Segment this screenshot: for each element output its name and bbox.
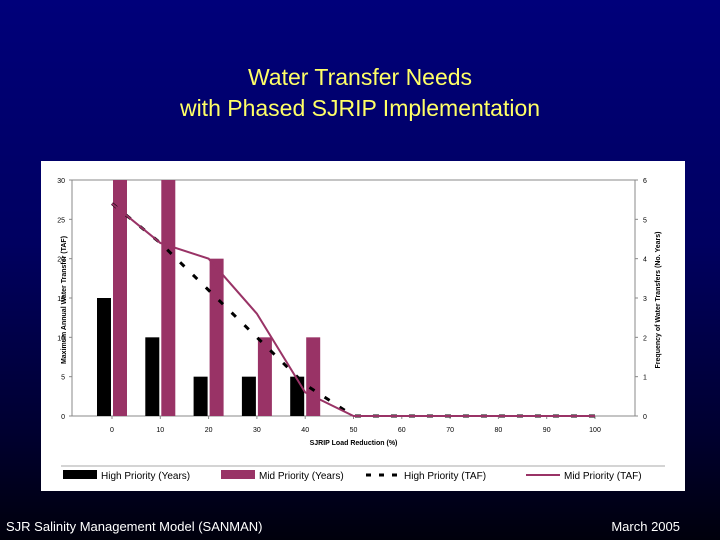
x-tick-label: 60 (398, 427, 406, 434)
x-tick-label: 50 (350, 427, 358, 434)
bar-high-priority-years (145, 337, 160, 416)
x-tick-label: 90 (543, 427, 551, 434)
legend-swatch-high-priority-years (63, 470, 97, 479)
bar-mid-priority-years (113, 180, 127, 416)
slide-title: Water Transfer Needs with Phased SJRIP I… (0, 62, 720, 124)
y-right-tick-label: 5 (643, 217, 647, 224)
bar-mid-priority-years (306, 337, 321, 416)
y-axis-right-title: Frequency of Water Transfers (No. Years) (655, 232, 662, 369)
y-right-tick-label: 6 (643, 178, 647, 185)
y-left-tick-label: 10 (57, 335, 65, 342)
y-right-tick-label: 2 (643, 335, 647, 342)
x-tick-label: 0 (110, 427, 114, 434)
title-line-2: with Phased SJRIP Implementation (179, 95, 541, 121)
y-left-tick-label: 25 (57, 217, 65, 224)
bar-high-priority-years (97, 298, 111, 416)
y-left-tick-label: 0 (61, 414, 65, 421)
footer-source: SJR Salinity Management Model (SANMAN) (6, 519, 263, 534)
x-tick-label: 70 (446, 427, 454, 434)
y-right-tick-label: 4 (643, 257, 647, 264)
line-mid-priority-taf (111, 202, 595, 417)
bar-mid-priority-years (257, 337, 272, 416)
y-left-tick-label: 5 (61, 375, 65, 382)
y-axis-left-title: Maximum Annual Water Transfer (TAF) (61, 236, 68, 364)
footer-date: March 2005 (611, 519, 680, 534)
x-tick-label: 80 (495, 427, 503, 434)
legend-label: Mid Priority (Years) (259, 471, 344, 482)
x-tick-label: 40 (301, 427, 309, 434)
y-left-tick-label: 20 (57, 257, 65, 264)
bar-high-priority-years (241, 376, 256, 416)
legend-label: High Priority (Years) (101, 471, 190, 482)
x-tick-label: 100 (589, 427, 601, 434)
x-tick-label: 10 (156, 427, 164, 434)
y-right-tick-label: 1 (643, 375, 647, 382)
legend-label: Mid Priority (TAF) (564, 471, 642, 482)
legend-swatch-mid-priority-years (221, 470, 255, 479)
bar-mid-priority-years (161, 180, 176, 416)
x-tick-label: 20 (205, 427, 213, 434)
line-high-priority-taf (111, 202, 595, 418)
y-left-tick-label: 30 (57, 178, 65, 185)
bar-mid-priority-years (209, 258, 224, 416)
legend-label: High Priority (TAF) (404, 471, 486, 482)
y-right-tick-label: 0 (643, 414, 647, 421)
title-line-1: Water Transfer Needs (247, 64, 473, 90)
y-left-tick-label: 15 (57, 296, 65, 303)
bar-high-priority-years (290, 376, 305, 416)
y-right-tick-label: 3 (643, 296, 647, 303)
x-tick-label: 30 (253, 427, 261, 434)
chart-panel: 0 5 10 15 20 25 30 0 1 2 3 4 5 6 0 10 20 30 40 50 60 70 80 90 10… (41, 161, 685, 491)
x-axis-title: SJRIP Load Reduction (%) (310, 440, 398, 447)
bar-high-priority-years (193, 376, 208, 416)
